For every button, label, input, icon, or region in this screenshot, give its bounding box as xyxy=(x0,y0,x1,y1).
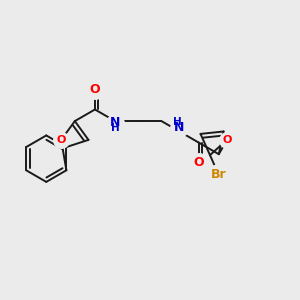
Text: N: N xyxy=(173,122,184,134)
Text: N: N xyxy=(110,116,120,129)
Text: H: H xyxy=(173,117,182,127)
Text: Br: Br xyxy=(211,168,226,181)
Text: H: H xyxy=(111,123,119,133)
Text: O: O xyxy=(194,156,204,169)
Text: O: O xyxy=(56,135,66,145)
Text: O: O xyxy=(223,135,232,145)
Text: O: O xyxy=(90,83,100,96)
